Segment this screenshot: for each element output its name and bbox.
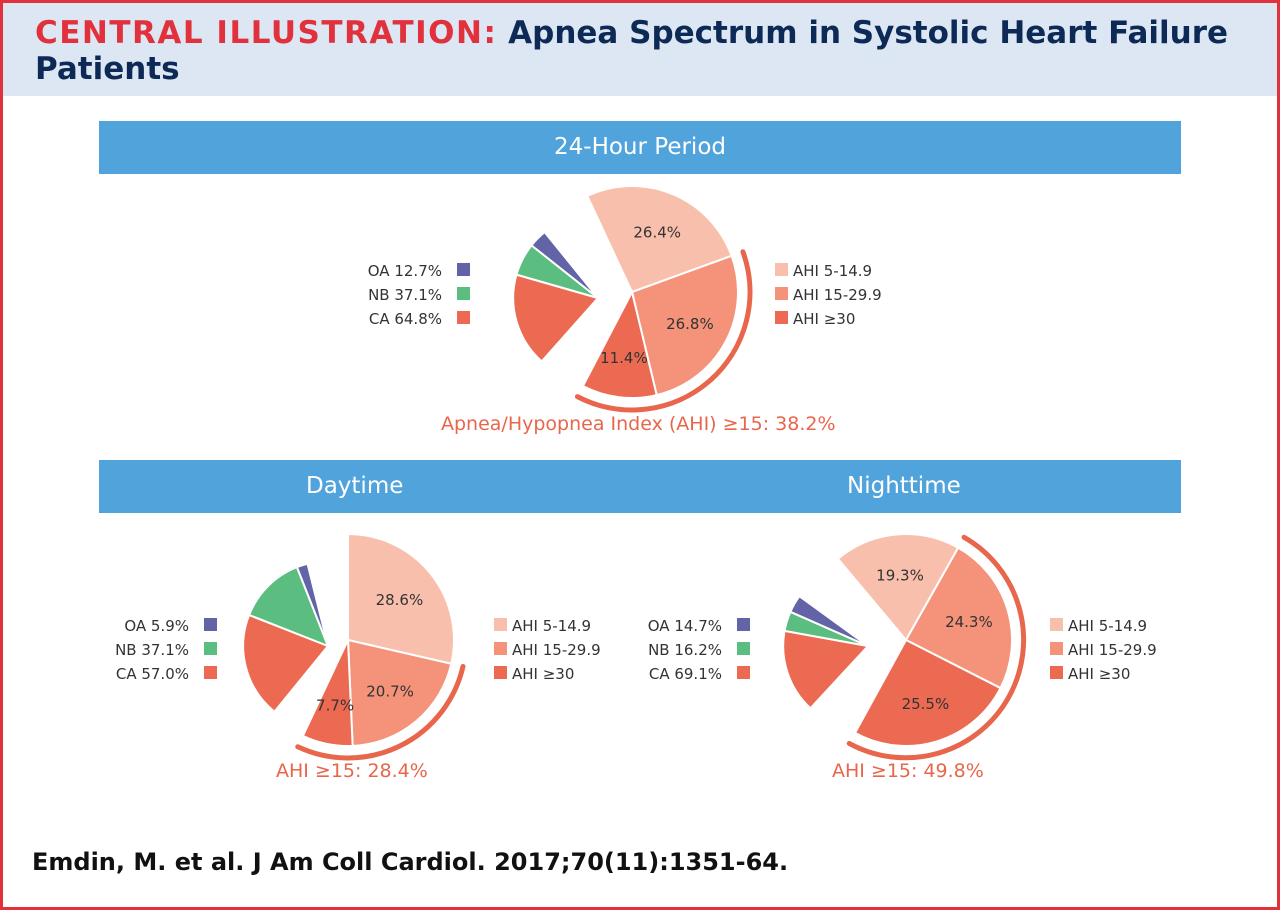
data-label-daytime-ahi-5-14-9: 28.6% xyxy=(376,591,424,609)
legend-label-nighttime-oa: OA 14.7% xyxy=(648,617,722,635)
citation: Emdin, M. et al. J Am Coll Cardiol. 2017… xyxy=(32,848,789,876)
legend-label-daytime-nb: NB 37.1% xyxy=(115,641,189,659)
legend-swatch-24-hour-period-ahi-30 xyxy=(775,311,788,324)
legend-swatch-nighttime-nb xyxy=(737,642,750,655)
legend-label-nighttime-ahi-5-14-9: AHI 5-14.9 xyxy=(1068,617,1147,635)
legend-swatch-daytime-ahi-5-14-9 xyxy=(494,618,507,631)
legend-label-nighttime-ca: CA 69.1% xyxy=(649,665,722,683)
panel-header-24-hour: 24-Hour Period xyxy=(99,121,1181,174)
summary-daytime: AHI ≥15: 28.4% xyxy=(276,760,428,782)
legend-label-24-hour-period-ahi-30: AHI ≥30 xyxy=(793,310,855,328)
legend-label-24-hour-period-ahi-5-14-9: AHI 5-14.9 xyxy=(793,262,872,280)
ahi-15-highlight-arc-nighttime xyxy=(846,534,1027,761)
legend-swatch-nighttime-ahi-15-29-9 xyxy=(1050,642,1063,655)
legend-label-daytime-ahi-30: AHI ≥30 xyxy=(512,665,574,683)
legend-label-daytime-ahi-15-29-9: AHI 15-29.9 xyxy=(512,641,601,659)
pie-slice-nighttime-oa xyxy=(789,594,869,647)
data-label-nighttime-ahi-30: 25.5% xyxy=(902,695,950,713)
legend-swatch-daytime-ahi-15-29-9 xyxy=(494,642,507,655)
legend-label-nighttime-nb: NB 16.2% xyxy=(648,641,722,659)
pie-slice-24-hour-period-ahi-5-14-9 xyxy=(585,185,733,294)
pie-slice-daytime-oa xyxy=(295,562,329,647)
legend-swatch-24-hour-period-ca xyxy=(457,311,470,324)
legend-swatch-24-hour-period-ahi-5-14-9 xyxy=(775,263,788,276)
ahi-15-highlight-arc-daytime xyxy=(295,663,466,761)
legend-swatch-nighttime-ahi-5-14-9 xyxy=(1050,618,1063,631)
panel-title-24-hour: 24-Hour Period xyxy=(554,134,726,160)
title-rest: Apnea Spectrum in Systolic Heart Failure… xyxy=(35,15,1229,87)
title-lead: CENTRAL ILLUSTRATION: xyxy=(35,15,498,51)
panel-title-nighttime: Nighttime xyxy=(847,473,961,499)
legend-swatch-daytime-ca xyxy=(204,666,217,679)
legend-swatch-24-hour-period-oa xyxy=(457,263,470,276)
legend-swatch-24-hour-period-nb xyxy=(457,287,470,300)
data-label-daytime-ahi-15-29-9: 20.7% xyxy=(366,683,414,701)
data-label-24-hour-period-ahi-30: 11.4% xyxy=(600,349,648,367)
legend-label-daytime-oa: OA 5.9% xyxy=(124,617,189,635)
pie-slice-daytime-ahi-30 xyxy=(301,639,354,747)
legend-label-24-hour-period-oa: OA 12.7% xyxy=(368,262,442,280)
pie-slice-24-hour-period-oa xyxy=(530,230,599,299)
pie-slice-nighttime-ahi-5-14-9 xyxy=(836,533,960,642)
legend-swatch-24-hour-period-ahi-15-29-9 xyxy=(775,287,788,300)
panel-title-daytime: Daytime xyxy=(306,473,404,499)
legend-label-24-hour-period-ahi-15-29-9: AHI 15-29.9 xyxy=(793,286,882,304)
data-label-nighttime-ahi-15-29-9: 24.3% xyxy=(945,613,993,631)
legend-label-nighttime-ahi-15-29-9: AHI 15-29.9 xyxy=(1068,641,1157,659)
pie-slice-24-hour-period-ca xyxy=(512,273,600,363)
pie-slice-nighttime-ca xyxy=(782,629,870,710)
panel-header-day-night: Daytime Nighttime xyxy=(99,460,1181,513)
ahi-15-highlight-arc-24-hour-period xyxy=(574,249,753,413)
summary-nighttime: AHI ≥15: 49.8% xyxy=(832,760,984,782)
pie-slice-daytime-ca xyxy=(242,613,330,714)
legend-label-24-hour-period-nb: NB 37.1% xyxy=(368,286,442,304)
summary-24-hour: Apnea/Hypopnea Index (AHI) ≥15: 38.2% xyxy=(441,413,836,435)
legend-label-daytime-ca: CA 57.0% xyxy=(116,665,189,683)
title-bar: CENTRAL ILLUSTRATION: Apnea Spectrum in … xyxy=(3,3,1277,96)
data-label-daytime-ahi-30: 7.7% xyxy=(316,696,354,714)
data-label-24-hour-period-ahi-5-14-9: 26.4% xyxy=(633,223,681,241)
pie-slice-24-hour-period-ahi-15-29-9 xyxy=(630,254,739,397)
pie-slice-nighttime-ahi-30 xyxy=(853,638,1002,747)
legend-swatch-nighttime-oa xyxy=(737,618,750,631)
legend-label-daytime-ahi-5-14-9: AHI 5-14.9 xyxy=(512,617,591,635)
pie-slice-daytime-ahi-15-29-9 xyxy=(346,638,453,747)
legend-swatch-nighttime-ca xyxy=(737,666,750,679)
figure-title: CENTRAL ILLUSTRATION: Apnea Spectrum in … xyxy=(35,15,1235,87)
pie-slice-daytime-ahi-5-14-9 xyxy=(347,532,455,665)
data-label-24-hour-period-ahi-15-29-9: 26.8% xyxy=(666,315,714,333)
legend-swatch-daytime-nb xyxy=(204,642,217,655)
legend-swatch-nighttime-ahi-30 xyxy=(1050,666,1063,679)
legend-label-24-hour-period-ca: CA 64.8% xyxy=(369,310,442,328)
legend-swatch-daytime-ahi-30 xyxy=(494,666,507,679)
legend-swatch-daytime-oa xyxy=(204,618,217,631)
data-label-nighttime-ahi-5-14-9: 19.3% xyxy=(876,567,924,585)
pie-slice-24-hour-period-ahi-30 xyxy=(581,289,658,399)
pie-slice-daytime-nb xyxy=(247,565,330,648)
legend-label-nighttime-ahi-30: AHI ≥30 xyxy=(1068,665,1130,683)
